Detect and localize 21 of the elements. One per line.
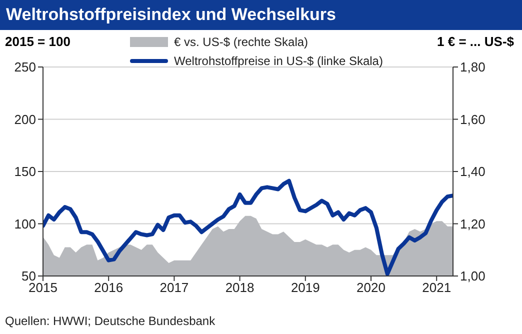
y2-tick-label: 1,20 xyxy=(460,216,486,232)
y-axis-title: 2015 = 100 xyxy=(5,34,70,49)
y2-tick-label: 1,40 xyxy=(460,164,486,180)
y2-tick-label: 1,80 xyxy=(460,60,486,75)
legend-label: € vs. US-$ (rechte Skala) xyxy=(174,34,308,48)
legend-label: Weltrohstoffpreise in US-$ (linke Skala) xyxy=(174,54,383,68)
y2-axis-title: 1 € = ... US-$ xyxy=(437,34,514,49)
x-tick-label: 2020 xyxy=(356,280,386,296)
x-tick-label: 2016 xyxy=(94,280,124,296)
x-tick-label: 2021 xyxy=(422,280,452,296)
y-tick-label: 100 xyxy=(14,216,36,232)
x-tick-label: 2019 xyxy=(290,280,320,296)
x-tick-label: 2018 xyxy=(225,280,254,296)
x-tick-label: 2017 xyxy=(160,280,189,296)
chart-title: Weltrohstoffpreisindex und Wechselkurs xyxy=(0,0,522,30)
y-tick-label: 200 xyxy=(14,112,36,127)
y2-tick-label: 1,60 xyxy=(460,112,486,127)
source-note: Quellen: HWWI; Deutsche Bundesbank xyxy=(5,314,216,328)
y-tick-label: 150 xyxy=(14,164,36,180)
y2-tick-label: 1,00 xyxy=(460,268,486,284)
y-tick-label: 250 xyxy=(14,60,36,75)
